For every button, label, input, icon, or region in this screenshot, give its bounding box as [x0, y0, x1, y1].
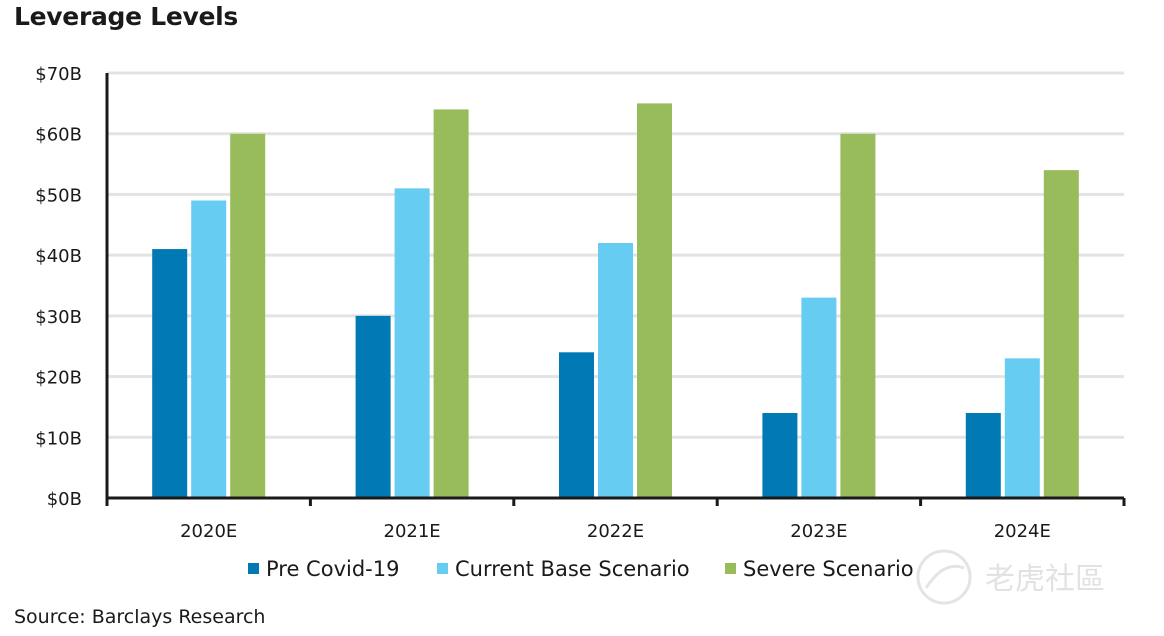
watermark-logo-icon — [916, 549, 972, 605]
y-tick-label: $10B — [35, 428, 82, 449]
x-tick-label: 2024E — [994, 521, 1051, 542]
bar — [965, 413, 1001, 498]
y-tick-label: $50B — [35, 185, 82, 206]
bar — [801, 297, 837, 498]
bar — [762, 413, 798, 498]
watermark-logo-swoosh — [924, 564, 965, 589]
bar — [394, 188, 430, 498]
y-tick-label: $20B — [35, 368, 82, 389]
axes — [105, 73, 1126, 506]
bar — [559, 352, 594, 498]
bar — [230, 133, 266, 498]
y-axis-ticks: $0B $10B $20B $30B $40B $50B $60B $70B — [35, 64, 82, 510]
watermark: 老虎社區 — [916, 549, 1105, 605]
x-tick-label: 2023E — [790, 521, 847, 542]
y-tick-label: $40B — [35, 246, 82, 267]
source-note: Source: Barclays Research — [14, 606, 266, 628]
x-axis-ticks: 2020E 2021E 2022E 2023E 2024E — [180, 521, 1051, 542]
x-tick-label: 2020E — [180, 521, 237, 542]
legend-label: Current Base Scenario — [455, 557, 690, 581]
bar — [598, 243, 633, 498]
x-tick-label: 2021E — [384, 521, 441, 542]
bar — [433, 109, 469, 498]
legend-swatch — [437, 563, 448, 574]
x-tick-label: 2022E — [587, 521, 644, 542]
bar — [355, 315, 391, 498]
y-tick-label: $30B — [35, 307, 82, 328]
bar — [840, 133, 876, 498]
watermark-text: 老虎社區 — [985, 562, 1105, 597]
bar — [1004, 358, 1040, 498]
legend-swatch — [248, 563, 259, 574]
y-tick-label: $60B — [35, 125, 82, 146]
legend-label: Severe Scenario — [743, 557, 914, 581]
y-tick-label: $70B — [35, 64, 82, 85]
bar — [152, 249, 188, 498]
chart-title: Leverage Levels — [14, 2, 238, 31]
y-tick-label: $0B — [47, 489, 82, 510]
legend-swatch — [725, 563, 736, 574]
legend-label: Pre Covid-19 — [266, 557, 399, 581]
bar — [637, 103, 672, 498]
bars — [152, 103, 1079, 498]
bar — [1043, 170, 1079, 498]
legend: Pre Covid-19 Current Base Scenario Severe … — [248, 557, 914, 581]
bar — [191, 200, 227, 498]
